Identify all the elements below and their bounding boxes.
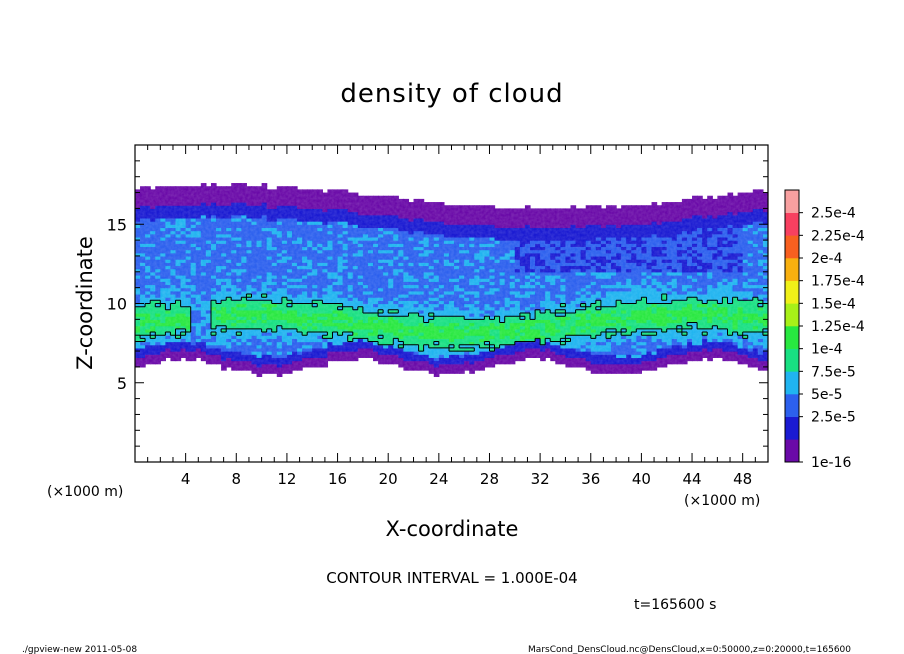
heatmap-field	[135, 145, 768, 462]
chart-title: density of cloud	[340, 79, 563, 109]
